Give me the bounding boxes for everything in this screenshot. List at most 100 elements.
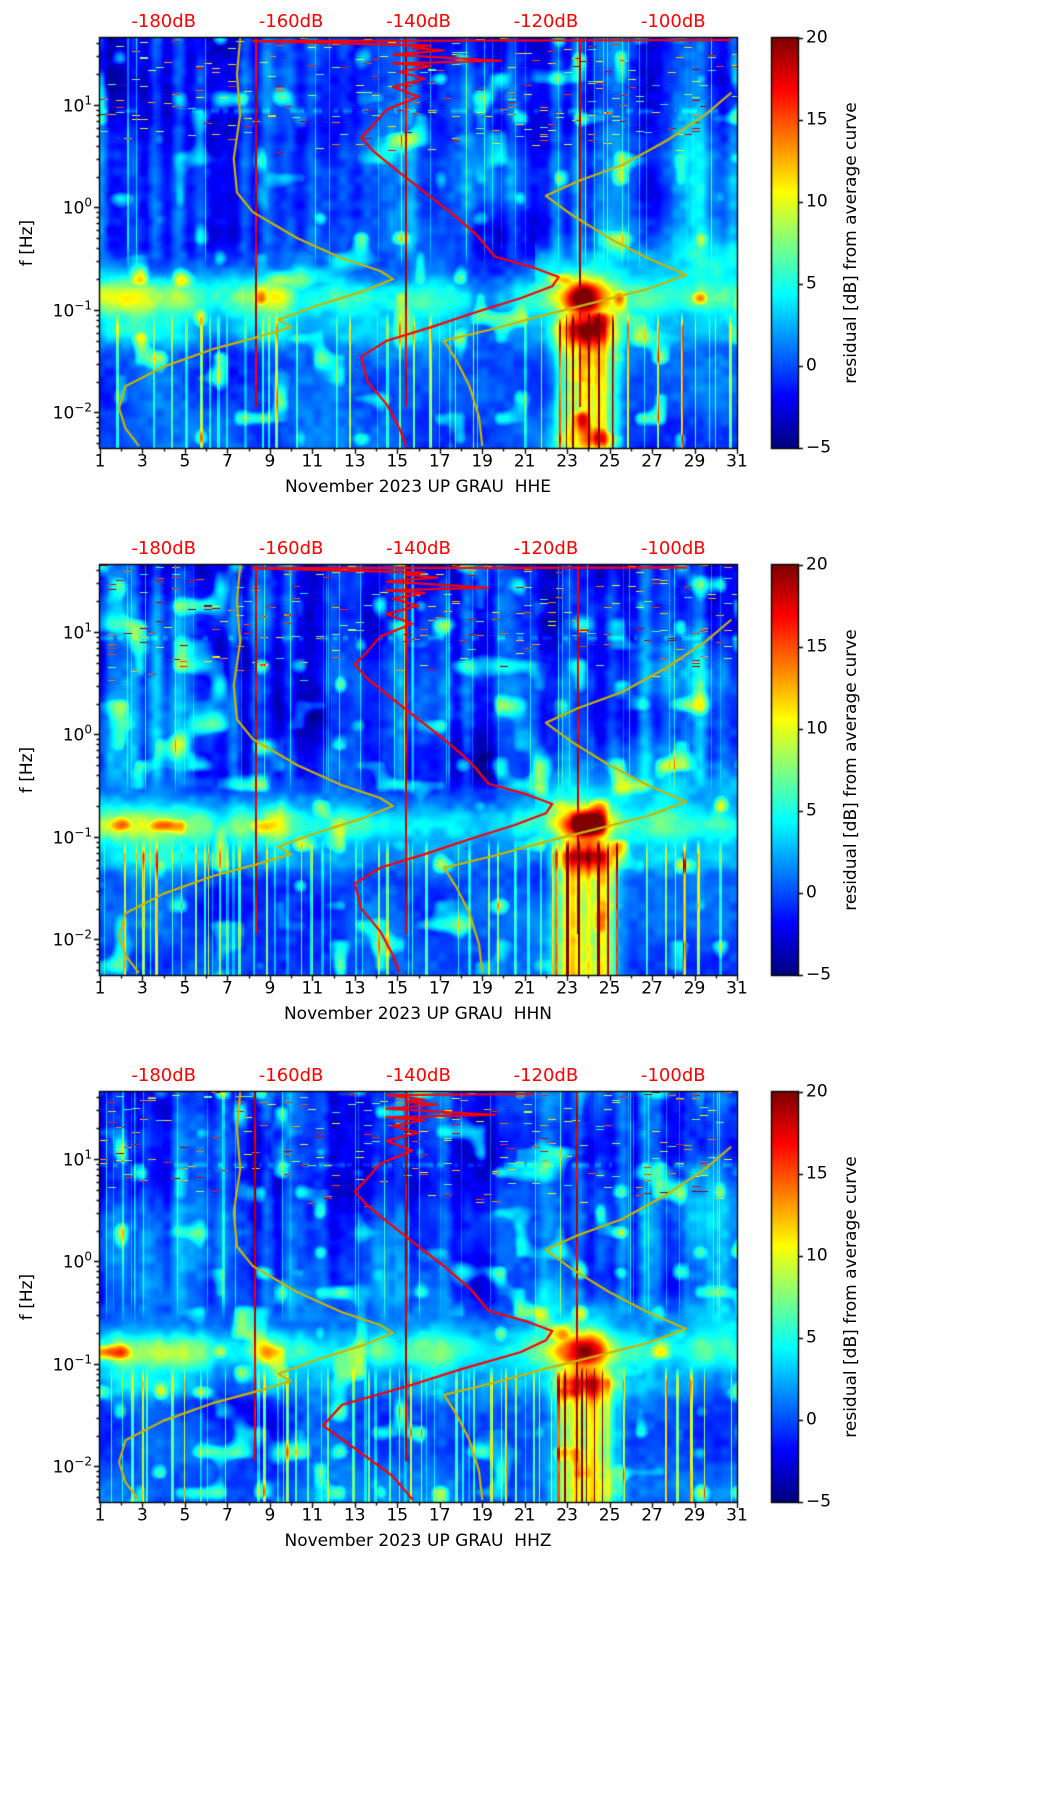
- colorbar-tick-label: 20: [806, 27, 828, 48]
- x-axis-tick-label: 15: [386, 978, 409, 999]
- top-axis-tick-label: -120dB: [513, 11, 579, 32]
- x-axis-tick-label: 19: [471, 978, 494, 999]
- x-axis-tick-label: 25: [598, 978, 621, 999]
- y-axis-tick-label: 10−1: [52, 1352, 92, 1376]
- x-axis-tick-label: 17: [428, 1505, 451, 1526]
- y-axis-label: f [Hz]: [17, 219, 37, 267]
- top-axis-tick-label: -100dB: [640, 11, 706, 32]
- x-axis-tick-label: 7: [221, 978, 233, 999]
- x-axis-tick-label: 23: [556, 451, 578, 472]
- colorbar-tick-label: 0: [806, 882, 817, 903]
- x-axis-tick-label: 31: [726, 978, 748, 999]
- y-axis-label: f [Hz]: [17, 746, 37, 794]
- x-axis-tick-label: 21: [513, 1505, 536, 1526]
- x-axis-tick-label: 13: [343, 451, 366, 472]
- x-axis-tick-label: 13: [343, 978, 366, 999]
- top-axis-tick-label: -180dB: [131, 1065, 197, 1086]
- spectrogram-panel-hhe: f [Hz] November 2023 UP GRAU HHE residua…: [0, 0, 1052, 527]
- colorbar-tick-label: −5: [806, 437, 832, 458]
- colorbar-tick-label: −5: [806, 964, 832, 985]
- x-axis-tick-label: 7: [221, 451, 233, 472]
- x-axis-tick-label: 7: [221, 1505, 233, 1526]
- x-axis-tick-label: 1: [94, 1505, 106, 1526]
- colorbar-tick-label: 5: [806, 800, 817, 821]
- x-axis-tick-label: 19: [471, 451, 494, 472]
- top-axis-tick-label: -160dB: [258, 11, 324, 32]
- x-axis-tick-label: 15: [386, 1505, 409, 1526]
- x-axis-tick-label: 29: [683, 451, 706, 472]
- top-axis-tick-label: -120dB: [513, 1065, 579, 1086]
- x-axis-tick-label: 21: [513, 451, 536, 472]
- x-axis-tick-label: 9: [264, 451, 276, 472]
- x-axis-tick-label: 19: [471, 1505, 494, 1526]
- x-axis-tick-label: 31: [726, 451, 748, 472]
- colorbar-tick-label: 0: [806, 355, 817, 376]
- x-axis-label: November 2023 UP GRAU HHE: [284, 477, 552, 497]
- colorbar-tick-label: 5: [806, 1327, 817, 1348]
- colorbar-tick-label: 20: [806, 1081, 828, 1102]
- spectrogram-canvas: [0, 527, 1052, 1054]
- y-axis-tick-label: 10−2: [52, 928, 92, 951]
- x-axis-tick-label: 1: [94, 451, 106, 472]
- x-axis-tick-label: 31: [726, 1505, 748, 1526]
- top-axis-tick-label: -100dB: [640, 538, 706, 559]
- y-axis-tick-label: 101: [62, 620, 92, 644]
- spectrogram-canvas: [0, 0, 1052, 527]
- x-axis-label: November 2023 UP GRAU HHZ: [284, 1531, 552, 1551]
- x-axis-tick-label: 11: [301, 978, 324, 999]
- top-axis-tick-label: -180dB: [131, 538, 197, 559]
- x-axis-tick-label: 1: [94, 978, 106, 999]
- y-axis-tick-label: 101: [62, 1147, 92, 1171]
- top-axis-tick-label: -140dB: [386, 1065, 451, 1086]
- x-axis-tick-label: 3: [137, 1505, 148, 1526]
- spectrogram-canvas: [0, 1054, 1052, 1581]
- x-axis-tick-label: 5: [179, 1505, 191, 1526]
- colorbar-tick-label: 15: [806, 109, 828, 130]
- x-axis-tick-label: 3: [137, 451, 148, 472]
- x-axis-tick-label: 17: [428, 978, 451, 999]
- x-axis-tick-label: 11: [301, 451, 324, 472]
- x-axis-tick-label: 27: [641, 1505, 663, 1526]
- x-axis-tick-label: 5: [179, 451, 191, 472]
- y-axis-tick-label: 100: [62, 196, 92, 219]
- x-axis-tick-label: 3: [137, 978, 148, 999]
- colorbar-tick-label: 10: [806, 1245, 828, 1266]
- spectrogram-panel-hhz: f [Hz] November 2023 UP GRAU HHZ residua…: [0, 1054, 1052, 1581]
- y-axis-tick-label: 10−2: [52, 1455, 92, 1478]
- top-axis-tick-label: -180dB: [131, 11, 197, 32]
- colorbar-tick-label: 0: [806, 1409, 817, 1430]
- y-axis-tick-label: 10−2: [52, 401, 92, 424]
- y-axis-tick-label: 10−1: [52, 298, 92, 322]
- top-axis-tick-label: -160dB: [258, 1065, 324, 1086]
- colorbar-label: residual [dB] from average curve: [841, 629, 861, 911]
- y-axis-tick-label: 101: [62, 93, 92, 117]
- x-axis-tick-label: 9: [264, 978, 276, 999]
- x-axis-tick-label: 13: [343, 1505, 366, 1526]
- top-axis-tick-label: -140dB: [386, 11, 451, 32]
- x-axis-tick-label: 29: [683, 978, 706, 999]
- y-axis-label: f [Hz]: [17, 1273, 37, 1321]
- x-axis-tick-label: 23: [556, 978, 578, 999]
- colorbar-tick-label: 10: [806, 718, 828, 739]
- x-axis-tick-label: 29: [683, 1505, 706, 1526]
- x-axis-tick-label: 27: [641, 978, 663, 999]
- colorbar-tick-label: 10: [806, 191, 828, 212]
- x-axis-tick-label: 25: [598, 1505, 621, 1526]
- colorbar-tick-label: 5: [806, 273, 817, 294]
- top-axis-tick-label: -140dB: [386, 538, 451, 559]
- colorbar-label: residual [dB] from average curve: [841, 1156, 861, 1438]
- colorbar-label: residual [dB] from average curve: [841, 102, 861, 384]
- top-axis-tick-label: -120dB: [513, 538, 579, 559]
- x-axis-tick-label: 23: [556, 1505, 578, 1526]
- colorbar-tick-label: −5: [806, 1491, 832, 1512]
- x-axis-tick-label: 5: [179, 978, 191, 999]
- top-axis-tick-label: -100dB: [640, 1065, 706, 1086]
- spectrogram-panel-hhn: f [Hz] November 2023 UP GRAU HHN residua…: [0, 527, 1052, 1054]
- x-axis-tick-label: 21: [513, 978, 536, 999]
- y-axis-tick-label: 100: [62, 1250, 92, 1273]
- top-axis-tick-label: -160dB: [258, 538, 324, 559]
- x-axis-tick-label: 9: [264, 1505, 276, 1526]
- x-axis-label: November 2023 UP GRAU HHN: [283, 1004, 553, 1024]
- x-axis-tick-label: 27: [641, 451, 663, 472]
- x-axis-tick-label: 17: [428, 451, 451, 472]
